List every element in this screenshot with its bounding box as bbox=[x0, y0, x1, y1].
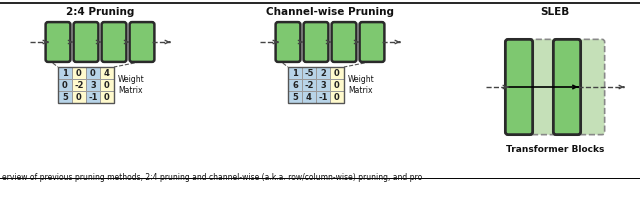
Text: 0: 0 bbox=[334, 81, 340, 89]
Text: 1: 1 bbox=[62, 69, 68, 77]
Bar bbox=[100, 91, 114, 103]
Bar bbox=[316, 91, 330, 103]
Bar bbox=[330, 79, 344, 91]
Text: 0: 0 bbox=[334, 93, 340, 101]
Text: 0: 0 bbox=[104, 93, 110, 101]
Text: 0: 0 bbox=[76, 93, 82, 101]
Bar bbox=[58, 79, 72, 91]
Bar bbox=[58, 67, 114, 103]
Text: 0: 0 bbox=[90, 69, 96, 77]
Bar bbox=[330, 91, 344, 103]
Text: Weight
Matrix: Weight Matrix bbox=[118, 75, 145, 95]
Bar bbox=[72, 91, 86, 103]
Bar bbox=[100, 79, 114, 91]
Text: 0: 0 bbox=[104, 81, 110, 89]
Bar bbox=[86, 91, 100, 103]
FancyBboxPatch shape bbox=[332, 22, 356, 62]
Text: -1: -1 bbox=[88, 93, 98, 101]
FancyBboxPatch shape bbox=[74, 22, 99, 62]
Bar bbox=[288, 67, 344, 103]
Bar bbox=[288, 67, 302, 79]
Text: -1: -1 bbox=[318, 93, 328, 101]
Bar bbox=[72, 67, 86, 79]
FancyBboxPatch shape bbox=[554, 39, 580, 135]
Text: -2: -2 bbox=[74, 81, 84, 89]
Text: Weight
Matrix: Weight Matrix bbox=[348, 75, 375, 95]
Text: 3: 3 bbox=[320, 81, 326, 89]
Text: 2:4 Pruning: 2:4 Pruning bbox=[66, 7, 134, 17]
Text: -2: -2 bbox=[304, 81, 314, 89]
Bar bbox=[330, 67, 344, 79]
Bar bbox=[316, 67, 330, 79]
FancyBboxPatch shape bbox=[529, 39, 557, 135]
Text: 0: 0 bbox=[62, 81, 68, 89]
Bar bbox=[72, 79, 86, 91]
FancyBboxPatch shape bbox=[45, 22, 70, 62]
Text: SLEB: SLEB bbox=[540, 7, 570, 17]
Text: 4: 4 bbox=[104, 69, 110, 77]
FancyBboxPatch shape bbox=[303, 22, 328, 62]
Bar bbox=[302, 79, 316, 91]
Text: erview of previous pruning methods, 2:4 pruning and channel-wise (a.k.a. row/col: erview of previous pruning methods, 2:4 … bbox=[2, 173, 422, 182]
Text: Transformer Blocks: Transformer Blocks bbox=[506, 146, 604, 154]
Bar bbox=[302, 91, 316, 103]
FancyBboxPatch shape bbox=[276, 22, 300, 62]
Bar bbox=[288, 79, 302, 91]
Bar bbox=[86, 79, 100, 91]
FancyBboxPatch shape bbox=[577, 39, 605, 135]
Bar bbox=[100, 67, 114, 79]
FancyBboxPatch shape bbox=[129, 22, 154, 62]
Bar bbox=[288, 91, 302, 103]
FancyBboxPatch shape bbox=[506, 39, 532, 135]
FancyBboxPatch shape bbox=[360, 22, 385, 62]
Text: 6: 6 bbox=[292, 81, 298, 89]
Text: 0: 0 bbox=[76, 69, 82, 77]
Bar bbox=[316, 79, 330, 91]
Bar bbox=[58, 91, 72, 103]
FancyBboxPatch shape bbox=[102, 22, 127, 62]
Text: -5: -5 bbox=[304, 69, 314, 77]
Text: 5: 5 bbox=[62, 93, 68, 101]
Bar bbox=[58, 67, 72, 79]
Text: 3: 3 bbox=[90, 81, 96, 89]
Bar bbox=[86, 67, 100, 79]
Text: Channel-wise Pruning: Channel-wise Pruning bbox=[266, 7, 394, 17]
Text: 5: 5 bbox=[292, 93, 298, 101]
Text: 4: 4 bbox=[306, 93, 312, 101]
Text: 2: 2 bbox=[320, 69, 326, 77]
Text: 1: 1 bbox=[292, 69, 298, 77]
Text: 0: 0 bbox=[334, 69, 340, 77]
Bar bbox=[302, 67, 316, 79]
